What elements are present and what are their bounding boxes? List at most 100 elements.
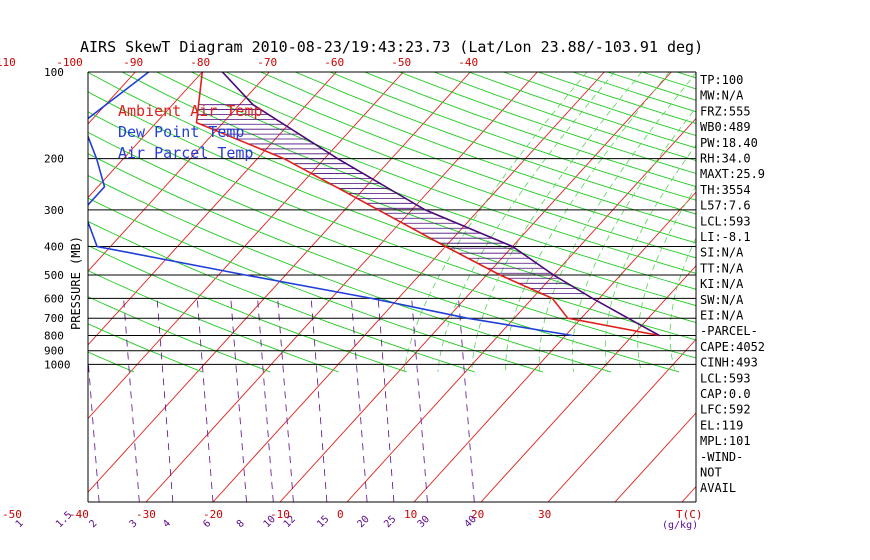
mixing-ratio-line xyxy=(377,298,395,502)
pressure-tick-label: 200 xyxy=(44,153,64,166)
mixing-ratio-tick: 8 xyxy=(235,518,247,530)
stat-item: LCL:593 xyxy=(700,214,751,228)
pressure-tick-label: 900 xyxy=(44,345,64,358)
mixing-ratio-line xyxy=(196,298,214,502)
dry-adiabat xyxy=(88,91,696,324)
stat-item: FRZ:555 xyxy=(700,104,751,118)
mixing-ratio-line xyxy=(156,298,174,502)
isotherm xyxy=(0,72,1,502)
isotherm xyxy=(88,72,471,493)
legend-entry: Dew Point Temp xyxy=(118,123,244,141)
isotherm xyxy=(413,191,696,502)
isotherm xyxy=(279,72,672,502)
isotherm xyxy=(480,265,696,502)
dry-adiabat xyxy=(260,72,696,229)
isotherm xyxy=(88,72,203,199)
pressure-tick-label: 100 xyxy=(44,66,64,79)
mixing-ratio-tick: 30 xyxy=(416,514,432,530)
stat-item: EL:119 xyxy=(700,418,743,432)
legend-entry: Air Parcel Temp xyxy=(118,144,253,162)
stat-item: LFC:592 xyxy=(700,403,751,417)
stat-item: -PARCEL- xyxy=(700,324,758,338)
stat-item: CAP:0.0 xyxy=(700,387,751,401)
mixing-ratio-line xyxy=(257,298,274,502)
stat-item: CAPE:4052 xyxy=(700,340,765,354)
dry-adiabat xyxy=(850,72,870,372)
stat-item: CINH:493 xyxy=(700,356,758,370)
mixing-ratio-unit: (g/kg) xyxy=(662,520,698,531)
stat-item: AVAIL xyxy=(700,481,736,495)
isotherm xyxy=(212,72,605,502)
stat-item: L57:7.6 xyxy=(700,199,751,213)
mixing-ratio-line xyxy=(10,298,26,502)
mixing-ratio-tick: 20 xyxy=(355,514,371,530)
bottom-temperature-tick: 0 xyxy=(337,508,344,521)
pressure-tick-label: 1000 xyxy=(44,358,71,371)
isotherm xyxy=(88,72,404,420)
top-temperature-tick: -40 xyxy=(458,56,478,69)
top-temperature-tick: -70 xyxy=(257,56,277,69)
dry-adiabat xyxy=(399,72,696,174)
bottom-temperature-unit: T(C) xyxy=(676,508,703,521)
isotherm xyxy=(749,72,870,502)
dry-adiabat xyxy=(88,351,135,373)
dry-adiabat xyxy=(746,72,870,372)
bottom-temperature-tick: -50 xyxy=(2,508,22,521)
moist-adiabat xyxy=(471,72,643,372)
bottom-temperature-tick: -10 xyxy=(270,508,290,521)
stat-item: MPL:101 xyxy=(700,434,751,448)
mixing-ratio-line xyxy=(123,298,140,502)
top-temperature-tick: -90 xyxy=(123,56,143,69)
mixing-ratio-line xyxy=(277,298,294,502)
stat-item: TH:3554 xyxy=(700,183,751,197)
isotherm xyxy=(88,72,136,125)
legend-entry: Ambient Air Temp xyxy=(118,102,263,120)
y-axis-label: PRESSURE (MB) xyxy=(69,236,83,330)
stat-item: -WIND- xyxy=(700,450,743,464)
top-temperature-tick: -60 xyxy=(324,56,344,69)
top-temperature-tick: -80 xyxy=(190,56,210,69)
mixing-ratio-line xyxy=(230,298,247,502)
series-line-0 xyxy=(195,72,660,337)
dry-adiabat xyxy=(329,72,696,201)
isotherm xyxy=(145,72,538,502)
bottom-temperature-tick: -20 xyxy=(203,508,223,521)
dry-adiabat xyxy=(433,72,696,162)
stat-item: SW:N/A xyxy=(700,293,744,307)
top-temperature-tick: -50 xyxy=(391,56,411,69)
series-line-2 xyxy=(221,72,660,337)
mixing-ratio-tick: 15 xyxy=(315,514,331,530)
mixing-ratio-tick: 25 xyxy=(382,514,398,530)
dry-adiabat xyxy=(225,72,696,244)
moist-adiabat xyxy=(505,72,670,372)
isotherm xyxy=(88,72,270,272)
sounding-series xyxy=(88,72,660,337)
mixing-ratio-line xyxy=(411,298,428,502)
stat-item: PW:18.40 xyxy=(700,136,758,150)
bottom-temperature-tick: 30 xyxy=(538,508,551,521)
mixing-ratio-tick: 1 xyxy=(14,518,26,530)
isotherm xyxy=(614,412,696,502)
dry-adiabat xyxy=(0,72,66,372)
isotherm xyxy=(547,338,696,502)
stat-item: TT:N/A xyxy=(700,261,744,275)
dry-adiabat xyxy=(781,72,870,372)
mixing-ratio-tick: 2 xyxy=(87,518,99,530)
stat-item: WB0:489 xyxy=(700,120,751,134)
stat-item: LCL:593 xyxy=(700,371,751,385)
isotherm xyxy=(346,117,696,502)
isotherm xyxy=(0,72,68,502)
pressure-tick-label: 500 xyxy=(44,269,64,282)
dry-adiabat xyxy=(88,72,696,307)
pressure-tick-label: 700 xyxy=(44,312,64,325)
dry-adiabat xyxy=(156,72,696,274)
top-temperature-tick: -100 xyxy=(56,56,83,69)
mixing-ratio-line xyxy=(458,298,475,502)
bottom-temperature-tick: -30 xyxy=(136,508,156,521)
stat-item: NOT xyxy=(700,466,722,480)
top-temperature-tick: -110 xyxy=(0,56,16,69)
pressure-tick-label: 600 xyxy=(44,292,64,305)
mixing-ratio-line xyxy=(350,298,368,502)
dry-adiabat xyxy=(295,72,696,215)
